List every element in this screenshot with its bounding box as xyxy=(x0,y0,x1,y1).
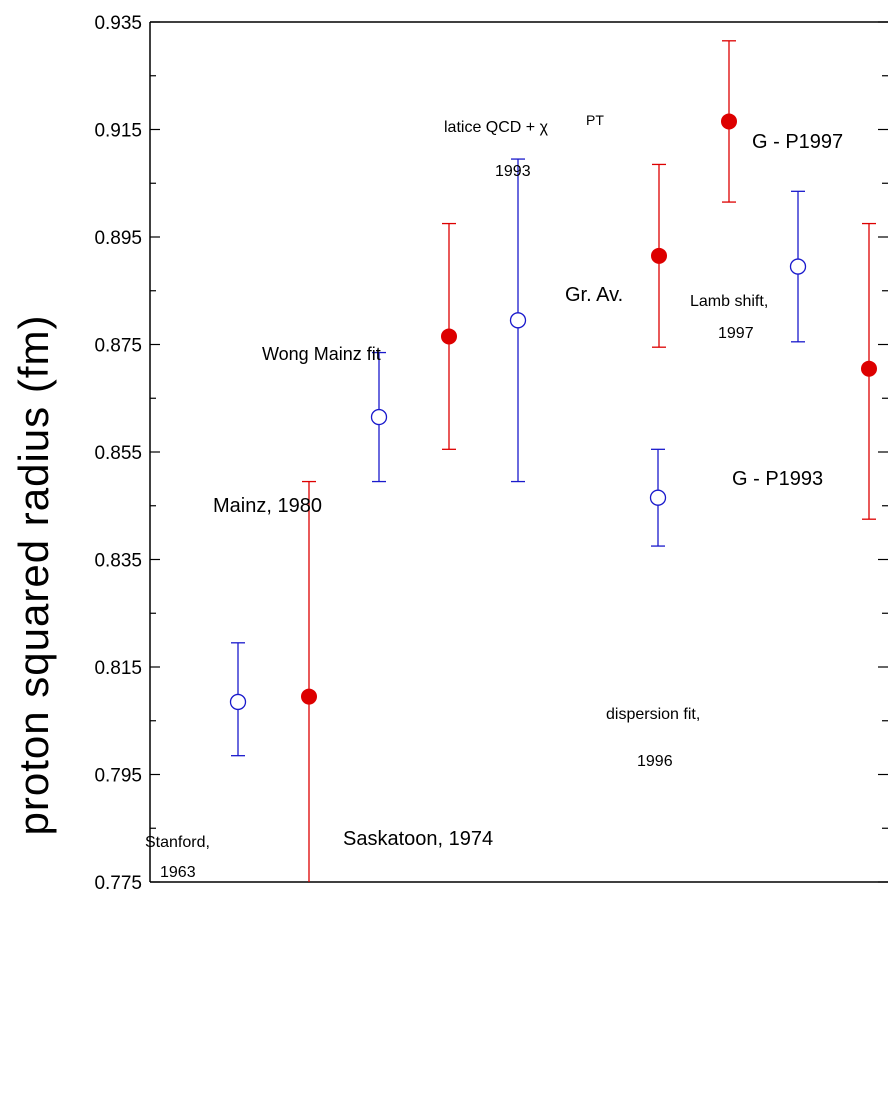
y-axis-label: proton squared radius (fm) xyxy=(10,315,57,836)
mainz-label: Mainz, 1980 xyxy=(213,495,322,517)
data-point-filled xyxy=(301,688,317,705)
saskatoon-label: Saskatoon, 1974 xyxy=(343,828,493,850)
grav-label: Gr. Av. xyxy=(565,284,623,306)
y-tick-label: 0.935 xyxy=(94,13,142,34)
data-point-filled xyxy=(861,360,877,377)
y-tick-label: 0.815 xyxy=(94,658,142,679)
y-tick-label: 0.855 xyxy=(94,443,142,464)
dispersion-label: dispersion fit, xyxy=(606,706,700,723)
wong-mainz-label: Wong Mainz fit xyxy=(262,344,381,364)
data-point-open xyxy=(370,408,388,426)
lamb-label: Lamb shift, xyxy=(690,293,768,310)
gp1993-label: G - P1993 xyxy=(732,468,823,490)
data-point-open xyxy=(509,312,527,329)
y-tick-label: 0.795 xyxy=(94,766,142,787)
gp1997-label: G - P1997 xyxy=(752,131,843,153)
data-point-open xyxy=(789,258,807,275)
lattice-qcd-label-year: 1993 xyxy=(495,163,531,180)
data-marks xyxy=(229,40,877,882)
lamb-label-year: 1997 xyxy=(718,325,754,342)
y-tick-label: 0.875 xyxy=(94,336,142,357)
y-tick-label: 0.775 xyxy=(94,873,142,894)
y-tick-label: 0.895 xyxy=(94,228,142,249)
data-point-filled xyxy=(721,113,737,130)
data-point-filled xyxy=(651,247,667,264)
lattice-qcd-label: latice QCD + χ xyxy=(444,119,549,136)
y-tick-label: 0.835 xyxy=(94,551,142,572)
stanford-label: Stanford, xyxy=(145,834,210,851)
axes: 0.775 0.795 0.815 0.835 0.855 0.875 0.895 0.915… xyxy=(94,13,888,894)
y-tick-label: 0.915 xyxy=(94,121,142,142)
data-point-open xyxy=(649,489,667,506)
lattice-qcd-label-superscript: PT xyxy=(586,112,604,128)
data-point-filled xyxy=(441,328,457,345)
stanford-label-year: 1963 xyxy=(160,864,196,881)
data-point-open xyxy=(229,693,247,711)
dispersion-label-year: 1996 xyxy=(637,753,673,770)
